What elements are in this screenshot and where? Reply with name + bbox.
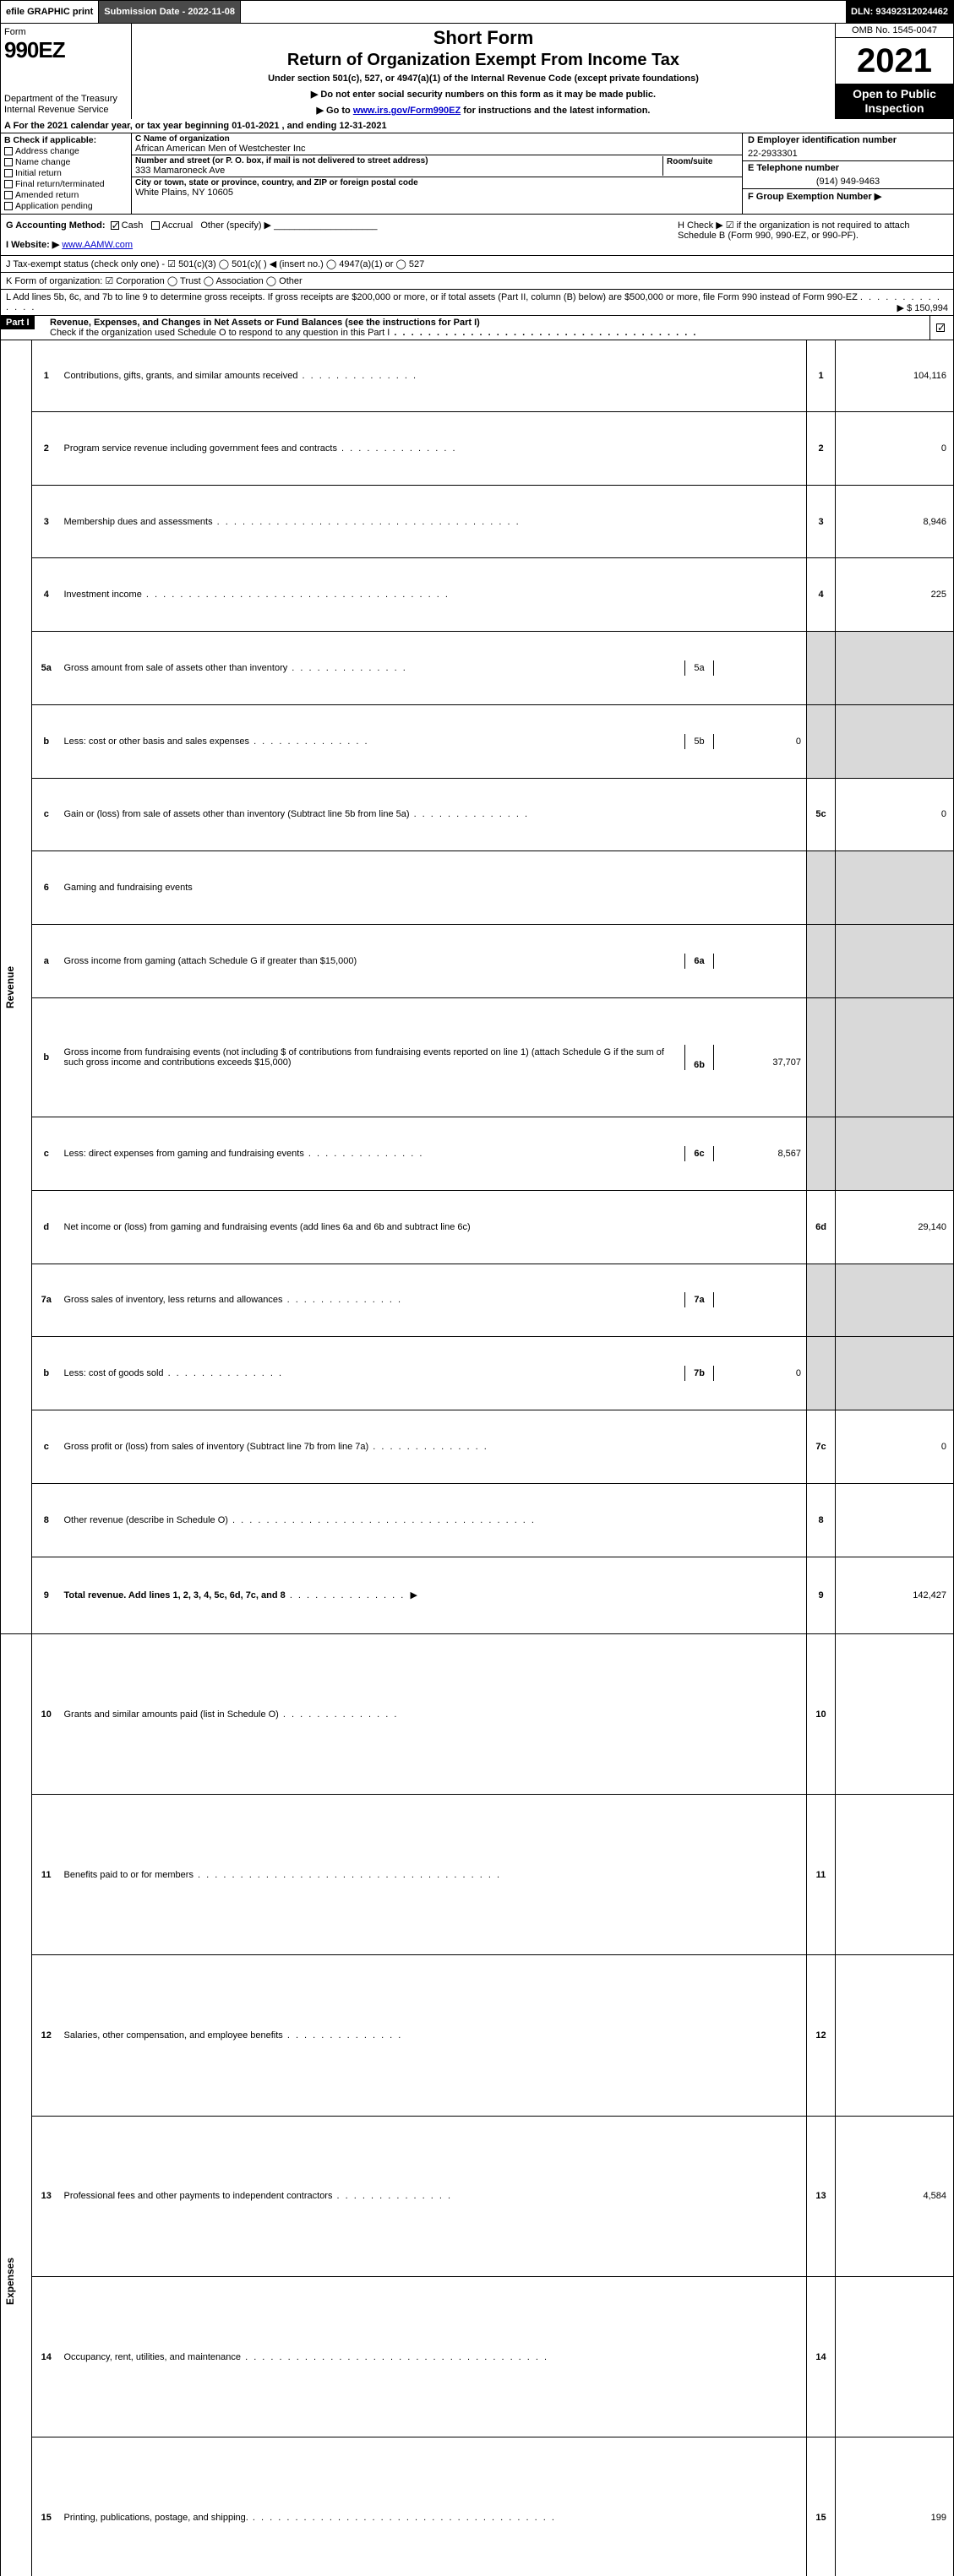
chk-final-return[interactable]: Final return/terminated [4,179,128,189]
expenses-side-label: Expenses [4,1637,16,2576]
top-bar: efile GRAPHIC print Submission Date - 20… [0,0,954,24]
chk-address-change[interactable]: Address change [4,146,128,156]
column-def: D Employer identification number 22-2933… [742,133,953,214]
line-8: 8Other revenue (describe in Schedule O)8 [1,1483,954,1557]
instruction-1: ▶ Do not enter social security numbers o… [135,89,831,100]
row-a-tax-year: A For the 2021 calendar year, or tax yea… [0,119,954,133]
chk-accrual[interactable] [151,221,160,230]
omb-number: OMB No. 1545-0047 [836,24,953,38]
form-header: Form 990EZ Department of the Treasury In… [0,24,954,119]
b-label: B Check if applicable: [4,135,128,145]
open-to-public: Open to Public Inspection [836,84,953,119]
c-name-label: C Name of organization [135,134,739,144]
header-center: Short Form Return of Organization Exempt… [132,24,835,119]
header-left: Form 990EZ Department of the Treasury In… [1,24,132,119]
schedule-b-check: H Check ▶ ☑ if the organization is not r… [678,220,948,250]
line-5a: 5aGross amount from sale of assets other… [1,632,954,705]
room-suite-label: Room/suite [667,157,712,166]
line-5c: cGain or (loss) from sale of assets othe… [1,778,954,851]
part-1-title: Revenue, Expenses, and Changes in Net As… [50,318,480,328]
org-name: African American Men of Westchester Inc [135,144,739,154]
revenue-side-label: Revenue [4,343,16,1631]
line-12: 12Salaries, other compensation, and empl… [1,1955,954,2116]
line-13: 13Professional fees and other payments t… [1,2116,954,2276]
short-form-title: Short Form [135,27,831,49]
header-right: OMB No. 1545-0047 2021 Open to Public In… [835,24,953,119]
line-3: 3Membership dues and assessments38,946 [1,485,954,558]
phone-value: (914) 949-9463 [743,175,953,188]
line-2: 2Program service revenue including gover… [1,411,954,485]
part-1-label: Part I [1,316,35,329]
line-5b: bLess: cost or other basis and sales exp… [1,704,954,778]
line-9: 9Total revenue. Add lines 1, 2, 3, 4, 5c… [1,1557,954,1634]
form-number: 990EZ [4,37,128,63]
c-addr-label: Number and street (or P. O. box, if mail… [135,156,662,166]
form-word: Form [4,27,128,37]
org-city: White Plains, NY 10605 [135,187,739,198]
part-1-check-text: Check if the organization used Schedule … [50,328,390,338]
tax-year: 2021 [836,38,953,84]
block-bcd: B Check if applicable: Address change Na… [0,133,954,215]
chk-schedule-o[interactable] [936,323,945,332]
accounting-method: G Accounting Method: Cash Accrual Other … [6,220,678,250]
department-label: Department of the Treasury Internal Reve… [4,94,128,116]
line-6d: dNet income or (loss) from gaming and fu… [1,1190,954,1264]
line-7b: bLess: cost of goods sold7b0 [1,1337,954,1410]
row-gh: G Accounting Method: Cash Accrual Other … [0,215,954,256]
chk-cash[interactable] [111,221,119,230]
instr2-pre: ▶ Go to [317,106,353,116]
line-14: 14Occupancy, rent, utilities, and mainte… [1,2276,954,2437]
line-6b: bGross income from fundraising events (n… [1,997,954,1117]
line-6: 6Gaming and fundraising events [1,851,954,925]
chk-name-change[interactable]: Name change [4,157,128,167]
instruction-2: ▶ Go to www.irs.gov/Form990EZ for instru… [135,105,831,116]
row-l-gross-receipts: L Add lines 5b, 6c, and 7b to line 9 to … [0,290,954,316]
chk-amended-return[interactable]: Amended return [4,190,128,200]
chk-initial-return[interactable]: Initial return [4,168,128,178]
d-ein-label: D Employer identification number [743,133,953,147]
submission-date: Submission Date - 2022-11-08 [99,1,241,23]
form-subtitle: Under section 501(c), 527, or 4947(a)(1)… [135,73,831,84]
line-7c: cGross profit or (loss) from sales of in… [1,1410,954,1484]
irs-link[interactable]: www.irs.gov/Form990EZ [353,106,461,116]
line-6c: cLess: direct expenses from gaming and f… [1,1117,954,1191]
line-7a: 7aGross sales of inventory, less returns… [1,1264,954,1337]
form-title: Return of Organization Exempt From Incom… [135,51,831,70]
website-link[interactable]: www.AAMW.com [62,240,133,250]
line-6a: aGross income from gaming (attach Schedu… [1,924,954,997]
row-k-form-org: K Form of organization: ☑ Corporation ◯ … [0,273,954,290]
instr2-post: for instructions and the latest informat… [461,106,650,116]
e-phone-label: E Telephone number [743,160,953,175]
f-group-exemption: F Group Exemption Number ▶ [743,188,953,204]
column-b: B Check if applicable: Address change Na… [1,133,132,214]
line-11: 11Benefits paid to or for members11 [1,1795,954,1955]
column-c: C Name of organization African American … [132,133,742,214]
org-address: 333 Mamaroneck Ave [135,166,662,176]
efile-label[interactable]: efile GRAPHIC print [1,1,99,23]
dln-label: DLN: 93492312024462 [846,1,953,23]
website-label: I Website: ▶ [6,240,59,250]
line-15: 15Printing, publications, postage, and s… [1,2437,954,2576]
line-1: Revenue 1Contributions, gifts, grants, a… [1,340,954,411]
lines-table: Revenue 1Contributions, gifts, grants, a… [0,340,954,2576]
chk-application-pending[interactable]: Application pending [4,201,128,211]
row-j-tax-exempt: J Tax-exempt status (check only one) - ☑… [0,256,954,273]
part-1-header: Part I Revenue, Expenses, and Changes in… [0,316,954,340]
line-10: Expenses 10Grants and similar amounts pa… [1,1634,954,1795]
line-4: 4Investment income4225 [1,558,954,632]
c-city-label: City or town, state or province, country… [135,178,739,187]
ein-value: 22-2933301 [743,147,953,160]
